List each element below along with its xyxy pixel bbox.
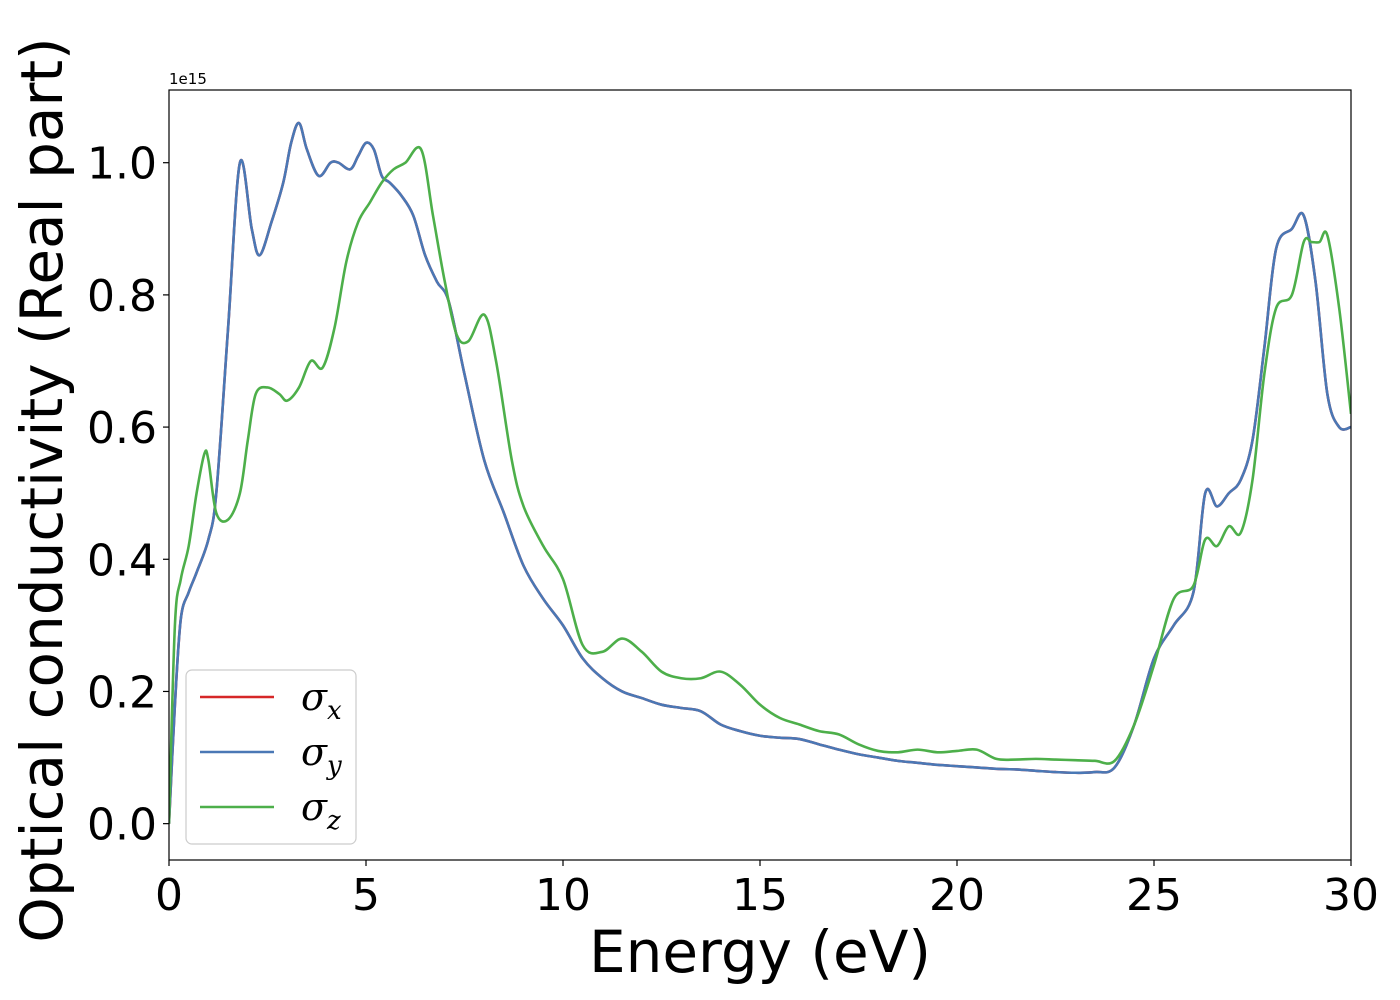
legend-subscript-2: z	[326, 806, 341, 836]
y-offset-label: 1e15	[169, 70, 207, 88]
legend-subscript-1: y	[326, 751, 342, 781]
legend-subscript-0: x	[327, 696, 342, 726]
x-tick-label: 10	[535, 870, 591, 921]
y-tick-label: 0.4	[87, 535, 157, 586]
x-tick-label: 0	[155, 870, 183, 921]
x-axis-ticks: 0 5 10 15 20 25 30	[155, 860, 1379, 921]
y-tick-label: 1.0	[87, 139, 157, 190]
legend-symbol-2: σ	[301, 785, 328, 829]
y-axis-ticks: 0.0 0.2 0.4 0.6 0.8 1.0	[87, 139, 169, 851]
legend-symbol-1: σ	[301, 730, 328, 774]
y-tick-label: 0.2	[87, 667, 157, 718]
x-tick-label: 15	[732, 870, 788, 921]
x-tick-label: 5	[352, 870, 380, 921]
x-tick-label: 30	[1323, 870, 1379, 921]
y-tick-label: 0.8	[87, 271, 157, 322]
y-tick-label: 0.0	[87, 800, 157, 851]
x-tick-label: 25	[1126, 870, 1182, 921]
series-lines	[169, 121, 1351, 824]
y-axis-label: Optical conductivity (Real part)	[8, 37, 76, 942]
y-tick-label: 0.6	[87, 403, 157, 454]
legend-symbol-0: σ	[301, 675, 328, 719]
legend-label-0: σx	[301, 675, 342, 726]
x-axis-label: Energy (eV)	[589, 918, 931, 986]
legend-box	[185, 669, 357, 845]
legend-label-2: σz	[301, 785, 341, 836]
legend-label-1: σy	[301, 730, 342, 781]
series-line-2	[169, 146, 1351, 824]
x-tick-label: 20	[929, 870, 985, 921]
